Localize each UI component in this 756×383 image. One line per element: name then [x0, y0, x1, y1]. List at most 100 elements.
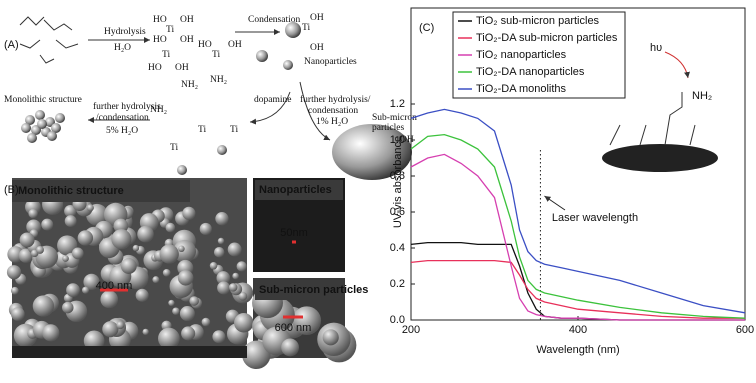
sem-grain — [217, 237, 225, 245]
atom-label: NH₂ — [181, 80, 198, 90]
sem-grain — [116, 321, 125, 330]
sem-grain — [86, 204, 94, 212]
sem-grain — [11, 307, 25, 321]
data-line — [410, 153, 745, 321]
scheme-text: further hydrolysis/ — [300, 94, 371, 105]
scale-label: 50nm — [280, 227, 308, 239]
sem-grain — [18, 248, 34, 263]
sem-grain — [177, 270, 194, 286]
data-line — [410, 241, 745, 321]
sphere — [25, 115, 35, 125]
sem-grain — [217, 281, 231, 295]
sem-grain — [322, 329, 339, 346]
image-title: Monolithic structure — [18, 185, 124, 197]
sem-grain — [173, 239, 197, 263]
sem-grain — [178, 245, 185, 253]
sem-grain — [215, 212, 229, 226]
sphere — [21, 123, 31, 133]
label-box — [255, 180, 343, 200]
sem-grain — [181, 326, 196, 341]
atom-label: OH — [175, 63, 189, 73]
atom-label: NH₂ — [210, 75, 227, 85]
scale-label: 600 nm — [275, 322, 312, 334]
sem-grain — [19, 232, 35, 248]
scheme-text: Sub-micron — [372, 113, 417, 123]
sem-grain — [227, 242, 242, 257]
sem-grain — [292, 306, 322, 335]
sem-grain — [236, 261, 247, 272]
legend-label: TiO₂ nanoparticles — [476, 49, 567, 61]
atom-label: Ti — [166, 25, 174, 35]
sem-grain — [158, 327, 180, 350]
scale-label: 400 nm — [96, 280, 133, 292]
legend-label: TiO₂-DA sub-micron particles — [476, 32, 618, 44]
y-axis-label: UV-vis absorbance — [392, 136, 404, 228]
sem-grain — [212, 330, 226, 344]
scheme-text: condensation — [308, 106, 358, 116]
x-tick-label: 400 — [569, 324, 587, 336]
label: (A) — [4, 39, 19, 51]
y-tick-label: 0.0 — [390, 314, 405, 326]
sem-grain — [152, 276, 160, 284]
data-line — [410, 259, 745, 319]
scheme-text: /condensation — [96, 113, 149, 123]
atom-label: Ti — [198, 125, 206, 135]
sem-grain — [242, 340, 271, 370]
label: (B) — [4, 184, 19, 196]
sem-grain — [100, 290, 119, 309]
sem-grain — [142, 328, 149, 336]
y-tick-label: 0.6 — [390, 206, 405, 218]
sem-grain — [172, 307, 180, 315]
scheme-text: Nanoparticles — [304, 57, 357, 67]
sem-grain — [189, 296, 200, 306]
sem-grain — [228, 283, 238, 292]
sem-grain — [182, 206, 196, 220]
spheres — [21, 22, 412, 180]
sem-grain — [238, 291, 248, 301]
scheme-shapes — [19, 16, 331, 141]
sphere — [47, 131, 57, 141]
sem-grain — [199, 222, 212, 236]
atom-label: HO — [198, 40, 212, 50]
sem-grain — [137, 225, 154, 243]
sem-grain — [201, 317, 211, 327]
legend-label: TiO₂-DA nanoparticles — [476, 66, 585, 78]
sem-grain — [102, 321, 119, 338]
sem-grain — [111, 229, 132, 250]
sem-grain — [10, 286, 19, 295]
scheme-text: 1% H₂O — [316, 117, 348, 127]
photon-label: hυ — [650, 42, 662, 54]
atom-label: Ti — [302, 23, 310, 33]
sem-grain — [57, 235, 78, 256]
atom-label: HO — [153, 35, 167, 45]
sphere — [27, 133, 37, 143]
photon-arrow — [664, 51, 690, 79]
sphere — [55, 113, 65, 123]
sem-grain — [165, 222, 176, 233]
scheme-text: Hydrolysis — [104, 27, 146, 37]
scheme-text: Monolithic structure — [4, 95, 82, 105]
sem-grain — [77, 230, 94, 246]
image-title: Sub-micron particles — [259, 284, 368, 296]
sem-grain — [281, 338, 300, 357]
sem-grain — [64, 215, 77, 228]
legend-label: TiO₂ sub-micron particles — [476, 15, 600, 27]
sem-grain — [234, 313, 254, 333]
atom-label: OH — [310, 43, 324, 53]
sem-grain — [120, 258, 137, 274]
legend — [452, 11, 626, 99]
y-tick-label: 1.2 — [390, 98, 405, 110]
y-tick-label: 0.2 — [390, 278, 405, 290]
sem-grain — [216, 271, 231, 285]
sem-infobar — [12, 346, 247, 358]
sem-grain — [36, 246, 44, 254]
sem-grain — [6, 265, 22, 280]
legend-label: TiO₂-DA monoliths — [476, 83, 567, 95]
atom-label: Ti — [212, 50, 220, 60]
y-tick-label: 1.0 — [390, 134, 405, 146]
atom-label: OH — [228, 40, 242, 50]
sphere — [37, 119, 47, 129]
atom-label: OH — [180, 35, 194, 45]
sem-grain — [28, 208, 38, 219]
sem-grain — [81, 286, 90, 294]
